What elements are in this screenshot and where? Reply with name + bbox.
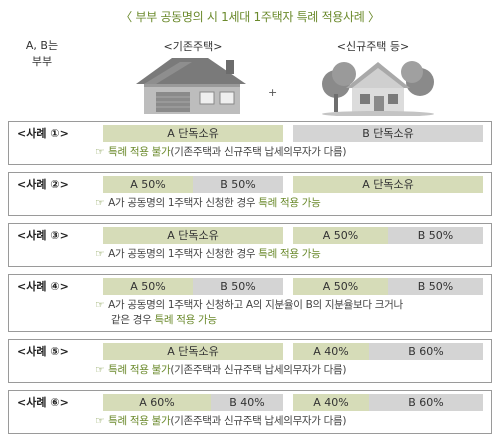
pointing-hand-icon: ☞	[95, 415, 105, 427]
note-text: A가 공동명의 1주택자 신청하고 A의 지분율이 B의 지분율보다 크거나	[108, 299, 403, 311]
note-text: A가 공동명의 1주택자 신청한 경우	[108, 248, 259, 260]
note-text: 같은 경우	[111, 314, 155, 326]
note-text: A가 공동명의 1주택자 신청한 경우	[108, 197, 259, 209]
owners-label: A, B는 부부	[14, 38, 70, 70]
note-text: (기존주택과 신규주택 납세의무자가 다름)	[170, 364, 347, 376]
note-highlight: 특례 적용 가능	[258, 197, 321, 209]
case-name: <사례 ⑤>	[17, 345, 69, 358]
pointing-hand-icon: ☞	[95, 197, 105, 209]
case-cell: A 40%	[293, 394, 369, 411]
case-cell: A 단독소유	[103, 343, 283, 360]
case-6: <사례 ⑥> A 60% B 40% A 40% B 60% ☞ 특례 적용 불가…	[8, 390, 492, 434]
note-text: (기존주택과 신규주택 납세의무자가 다름)	[170, 415, 347, 427]
case-1: <사례 ①> A 단독소유 B 단독소유 ☞ 특례 적용 불가(기존주택과 신규주…	[8, 121, 492, 165]
case-note: ☞ A가 공동명의 1주택자 신청한 경우 특례 적용 가능	[95, 247, 485, 262]
page-title: 〈 부부 공동명의 시 1세대 1주택자 특례 적용사례 〉	[120, 10, 380, 24]
case-cell: A 50%	[293, 227, 388, 244]
case-name: <사례 ③>	[17, 229, 69, 242]
pointing-hand-icon: ☞	[95, 146, 105, 158]
case-cell: B 50%	[193, 176, 283, 193]
note-highlight: 특례 적용 불가	[108, 146, 171, 158]
case-cell: A 60%	[103, 394, 211, 411]
case-name: <사례 ②>	[17, 178, 69, 191]
case-cell: A 50%	[293, 278, 388, 295]
case-cell: A 단독소유	[103, 227, 283, 244]
note-highlight: 특례 적용 불가	[108, 415, 171, 427]
case-cell: B 단독소유	[293, 125, 483, 142]
existing-house-label: <기존주택>	[163, 40, 223, 53]
case-3: <사례 ③> A 단독소유 A 50% B 50% ☞ A가 공동명의 1주택자 …	[8, 223, 492, 267]
note-text: (기존주택과 신규주택 납세의무자가 다름)	[170, 146, 347, 158]
case-cell: B 40%	[211, 394, 283, 411]
pointing-hand-icon: ☞	[95, 248, 105, 260]
case-note: ☞ 특례 적용 불가(기존주택과 신규주택 납세의무자가 다름)	[95, 414, 485, 429]
case-cell: B 60%	[369, 343, 483, 360]
new-house-label: <신규주택 등>	[336, 40, 410, 53]
owners-label-line2: 부부	[31, 55, 53, 68]
note-highlight: 특례 적용 불가	[108, 364, 171, 376]
case-cell: B 50%	[388, 227, 483, 244]
case-cell: A 40%	[293, 343, 369, 360]
plus-sign: +	[268, 86, 278, 99]
case-cell: B 50%	[193, 278, 283, 295]
case-note: ☞ A가 공동명의 1주택자 신청한 경우 특례 적용 가능	[95, 196, 485, 211]
case-name: <사례 ④>	[17, 280, 69, 293]
note-highlight: 특례 적용 가능	[154, 314, 218, 326]
case-cell: A 50%	[103, 176, 193, 193]
pointing-hand-icon: ☞	[95, 364, 105, 376]
case-note: ☞ A가 공동명의 1주택자 신청하고 A의 지분율이 B의 지분율보다 크거나 …	[95, 298, 485, 328]
case-5: <사례 ⑤> A 단독소유 A 40% B 60% ☞ 특례 적용 불가(기존주택…	[8, 339, 492, 383]
case-4: <사례 ④> A 50% B 50% A 50% B 50% ☞ A가 공동명의 …	[8, 274, 492, 332]
case-2: <사례 ②> A 50% B 50% A 단독소유 ☞ A가 공동명의 1주택자 …	[8, 172, 492, 216]
existing-house-icon	[136, 58, 246, 114]
note-highlight: 특례 적용 가능	[258, 248, 321, 260]
case-note: ☞ 특례 적용 불가(기존주택과 신규주택 납세의무자가 다름)	[95, 145, 485, 160]
case-cell: B 60%	[369, 394, 483, 411]
owners-label-line1: A, B는	[25, 39, 59, 52]
new-house-icon	[322, 61, 434, 116]
pointing-hand-icon: ☞	[95, 299, 105, 311]
case-cell: B 50%	[388, 278, 483, 295]
case-name: <사례 ①>	[17, 127, 69, 140]
case-name: <사례 ⑥>	[17, 396, 69, 409]
case-cell: A 50%	[103, 278, 193, 295]
case-cell: A 단독소유	[293, 176, 483, 193]
case-note: ☞ 특례 적용 불가(기존주택과 신규주택 납세의무자가 다름)	[95, 363, 485, 378]
case-cell: A 단독소유	[103, 125, 283, 142]
